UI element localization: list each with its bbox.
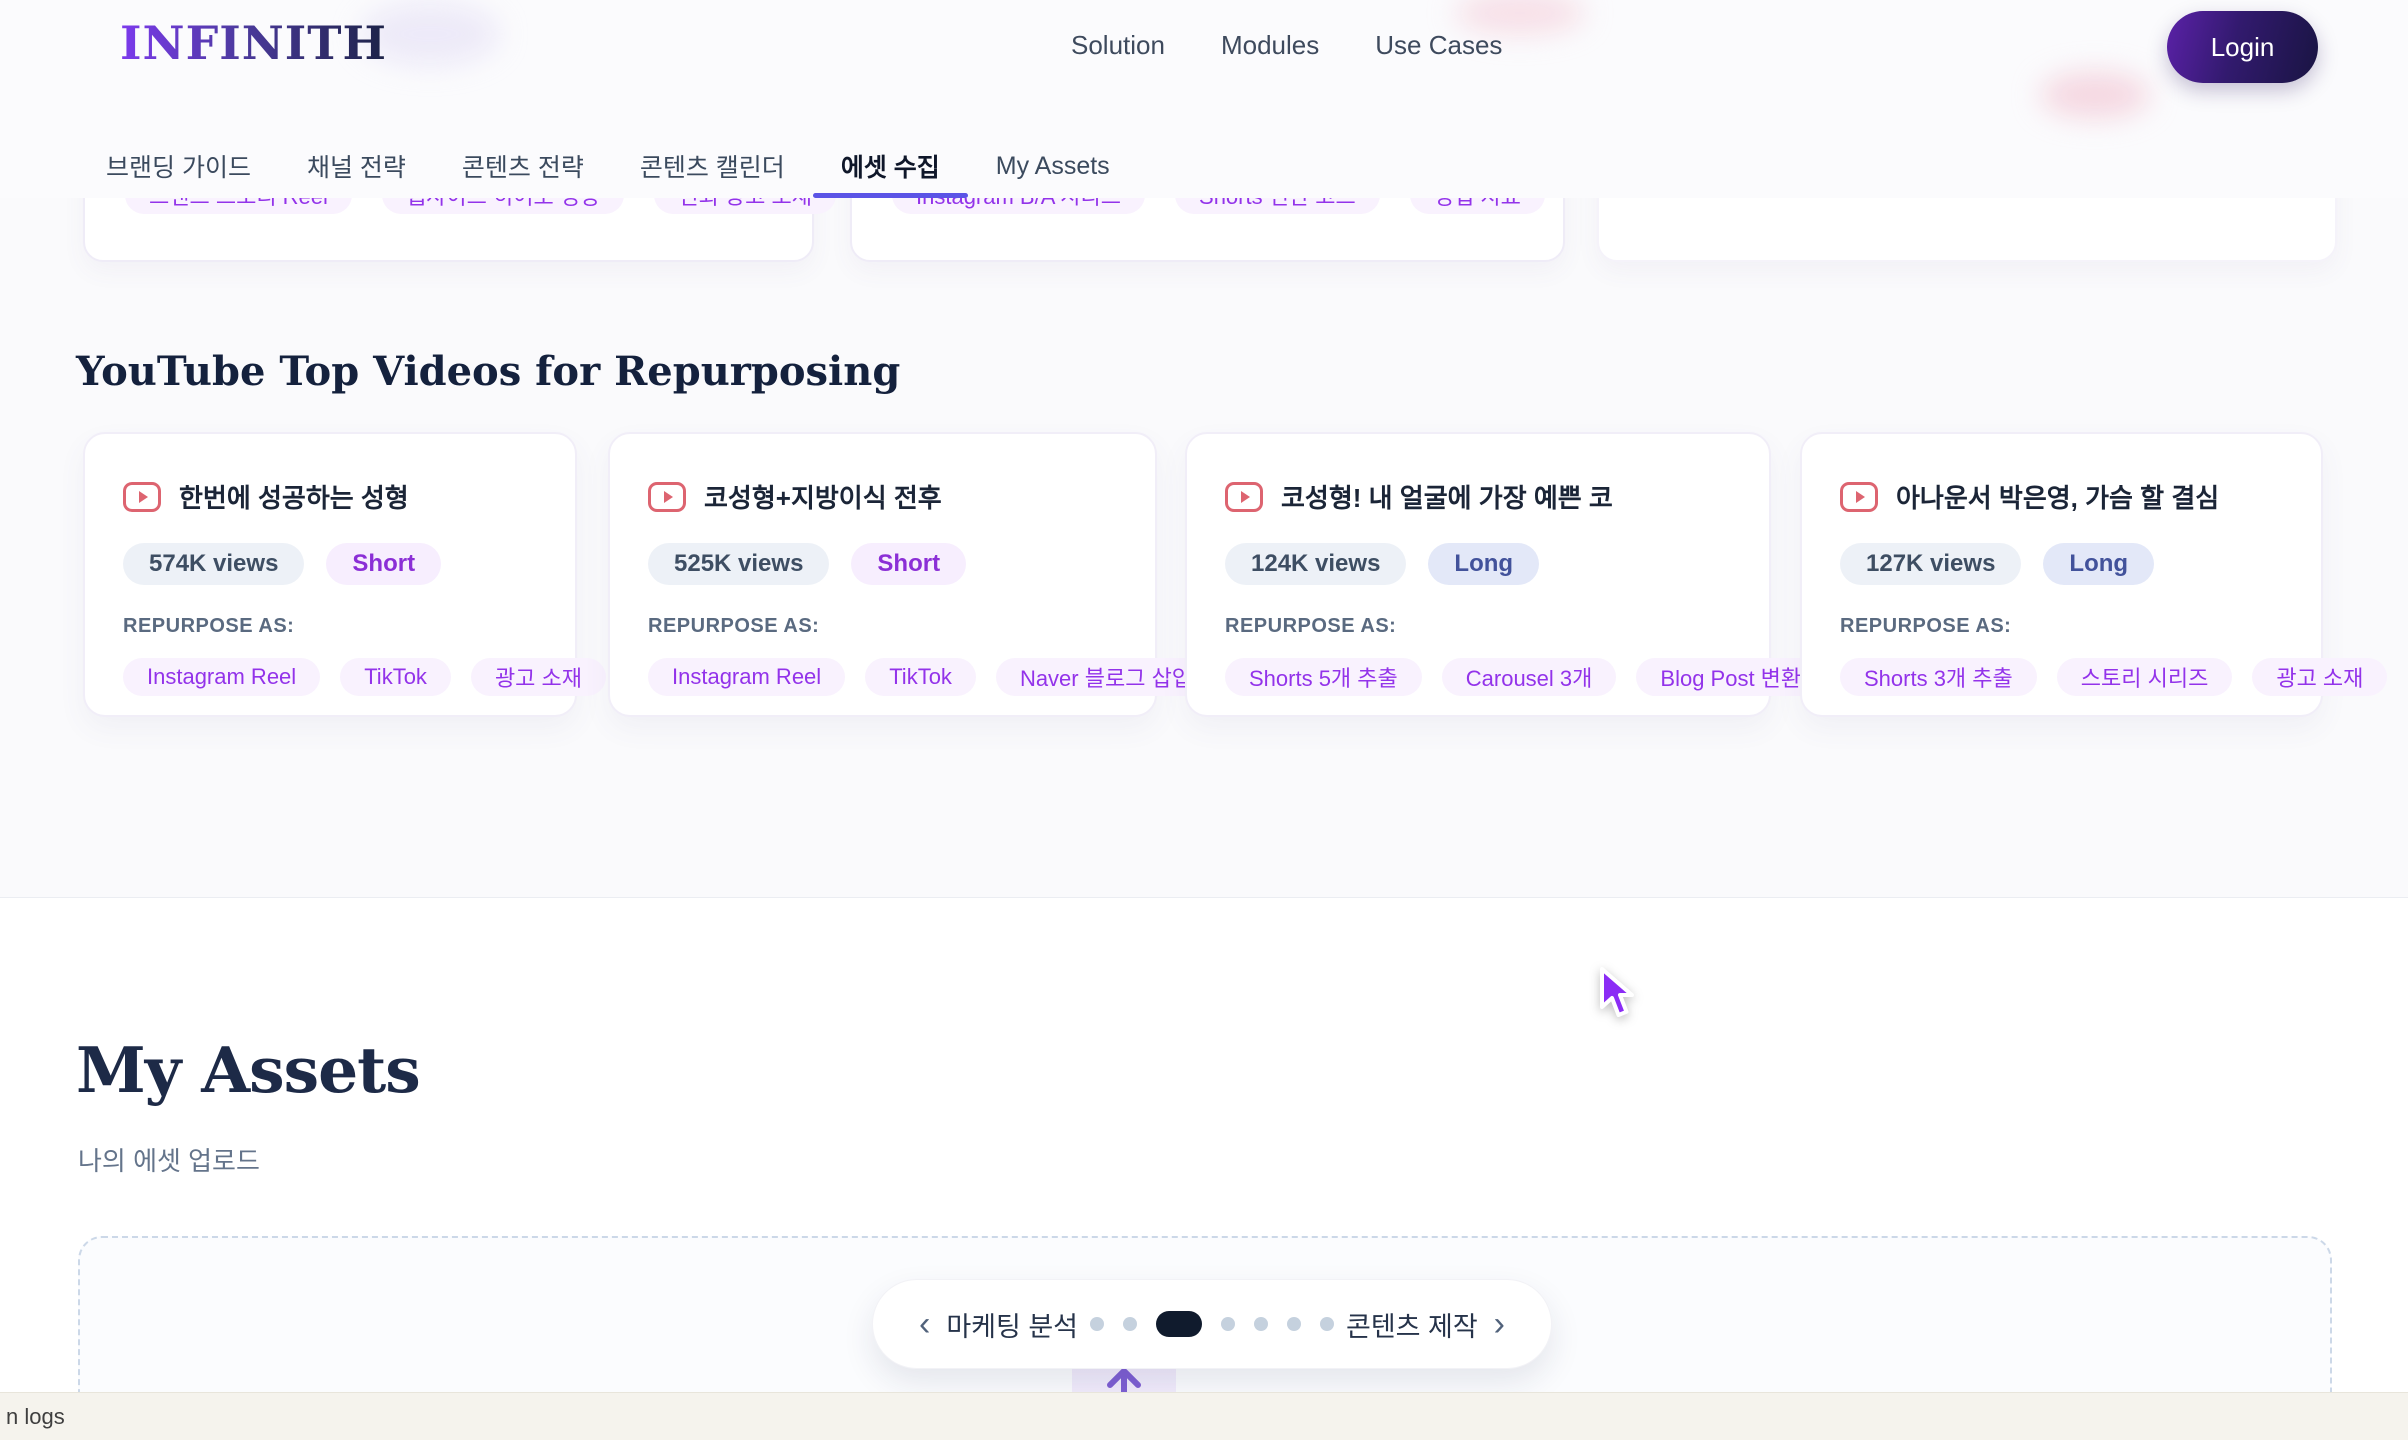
status-bar: n logs: [0, 1392, 2408, 1440]
login-button[interactable]: Login: [2167, 11, 2318, 83]
repurpose-tag[interactable]: Blog Post 변환: [1636, 658, 1826, 696]
tab-asset-collection[interactable]: 에셋 수집: [812, 148, 968, 198]
decorative-blob: [360, 2, 500, 66]
site-header: INFINITH Solution Modules Use Cases Logi…: [0, 0, 2408, 198]
carousel-dot[interactable]: [1320, 1317, 1334, 1331]
youtube-play-icon: [1840, 481, 1878, 512]
repurpose-tag[interactable]: Instagram Reel: [648, 658, 846, 696]
video-title: 코성형! 내 얼굴에 가장 예쁜 코: [1281, 483, 1613, 513]
video-card[interactable]: 아나운서 박은영, 가슴 할 결심 127K views Long REPURP…: [1800, 432, 2388, 717]
my-assets-title: My Assets: [76, 1033, 421, 1107]
views-badge: 574K views: [123, 543, 305, 585]
module-tab-bar: 브랜딩 가이드 채널 전략 콘텐츠 전략 콘텐츠 캘린더 에셋 수집 My As…: [106, 146, 1110, 198]
main-nav: Solution Modules Use Cases: [1071, 30, 1502, 61]
repurpose-tag[interactable]: Shorts 3개 추출: [1840, 658, 2037, 696]
video-title: 코성형+지방이식 전후: [704, 483, 942, 513]
carousel-dot[interactable]: [1254, 1317, 1268, 1331]
brand-logo[interactable]: INFINITH: [120, 16, 387, 70]
my-assets-section: My Assets 나의 에셋 업로드 ‹ 마케팅 분석 콘텐츠 제작 ›: [0, 897, 2408, 1440]
repurpose-tag[interactable]: TikTok: [865, 658, 976, 696]
video-card[interactable]: 코성형! 내 얼굴에 가장 예쁜 코 124K views Long REPUR…: [1185, 432, 1826, 717]
carousel-dot-active[interactable]: [1156, 1311, 1202, 1337]
views-badge: 127K views: [1840, 543, 2022, 585]
repurpose-tag[interactable]: 스토리 시리즈: [2056, 658, 2233, 696]
repurpose-as-label: REPURPOSE AS:: [1840, 615, 2012, 637]
carousel-next-label[interactable]: 콘텐츠 제작: [1345, 1311, 1478, 1342]
repurpose-as-label: REPURPOSE AS:: [1225, 615, 1397, 637]
repurpose-as-label: REPURPOSE AS:: [123, 615, 295, 637]
carousel-dot[interactable]: [1221, 1317, 1235, 1331]
nav-link-solution[interactable]: Solution: [1071, 30, 1165, 60]
repurpose-tag[interactable]: Shorts 5개 추출: [1225, 658, 1422, 696]
tab-content-calendar[interactable]: 콘텐츠 캘린더: [639, 154, 785, 182]
video-title: 한번에 성공하는 성형: [179, 483, 409, 513]
youtube-play-icon: [123, 481, 161, 512]
carousel-prev-label[interactable]: 마케팅 분석: [946, 1311, 1079, 1342]
repurpose-as-label: REPURPOSE AS:: [648, 615, 820, 637]
carousel-dot[interactable]: [1123, 1317, 1137, 1331]
carousel-dot[interactable]: [1090, 1317, 1104, 1331]
nav-link-modules[interactable]: Modules: [1220, 30, 1320, 60]
mouse-cursor-icon: [1598, 966, 1644, 1027]
carousel-dot[interactable]: [1287, 1317, 1301, 1331]
tab-channel-strategy[interactable]: 채널 전략: [306, 154, 406, 182]
views-badge: 525K views: [648, 543, 830, 585]
youtube-play-icon: [1225, 481, 1263, 512]
repurpose-tag[interactable]: Naver 블로그 삽입: [995, 658, 1217, 696]
chevron-left-icon[interactable]: ‹: [919, 1305, 931, 1343]
video-title: 아나운서 박은영, 가슴 할 결심: [1896, 483, 2220, 513]
repurpose-tag[interactable]: Instagram Reel: [123, 658, 321, 696]
chevron-right-icon[interactable]: ›: [1493, 1305, 1505, 1343]
repurpose-tag[interactable]: Carousel 3개: [1441, 658, 1617, 696]
video-type-badge: Short: [851, 543, 967, 585]
tab-branding-guide[interactable]: 브랜딩 가이드: [106, 154, 251, 182]
tab-content-strategy[interactable]: 콘텐츠 전략: [461, 154, 584, 182]
my-assets-subtitle: 나의 에셋 업로드: [78, 1146, 260, 1176]
views-badge: 124K views: [1225, 543, 1407, 585]
repurpose-tag[interactable]: 광고 소재: [470, 658, 607, 696]
video-card[interactable]: 코성형+지방이식 전후 525K views Short REPURPOSE A…: [608, 432, 1217, 717]
nav-link-use-cases[interactable]: Use Cases: [1375, 30, 1503, 60]
video-card[interactable]: 한번에 성공하는 성형 574K views Short REPURPOSE A…: [83, 432, 607, 717]
repurposing-section-title: YouTube Top Videos for Repurposing: [76, 348, 901, 395]
video-type-badge: Long: [2043, 543, 2155, 585]
status-bar-text: n logs: [6, 1403, 65, 1429]
decorative-blob: [1455, 0, 1585, 34]
module-carousel: ‹ 마케팅 분석 콘텐츠 제작 ›: [872, 1279, 1552, 1369]
video-type-badge: Long: [1428, 543, 1540, 585]
decorative-blob: [2040, 72, 2150, 118]
repurpose-tag[interactable]: 광고 소재: [2252, 658, 2388, 696]
carousel-dots: [1090, 1311, 1334, 1337]
video-type-badge: Short: [326, 543, 442, 585]
repurpose-tag[interactable]: TikTok: [340, 658, 451, 696]
tab-my-assets[interactable]: My Assets: [995, 151, 1110, 180]
youtube-play-icon: [648, 481, 686, 512]
